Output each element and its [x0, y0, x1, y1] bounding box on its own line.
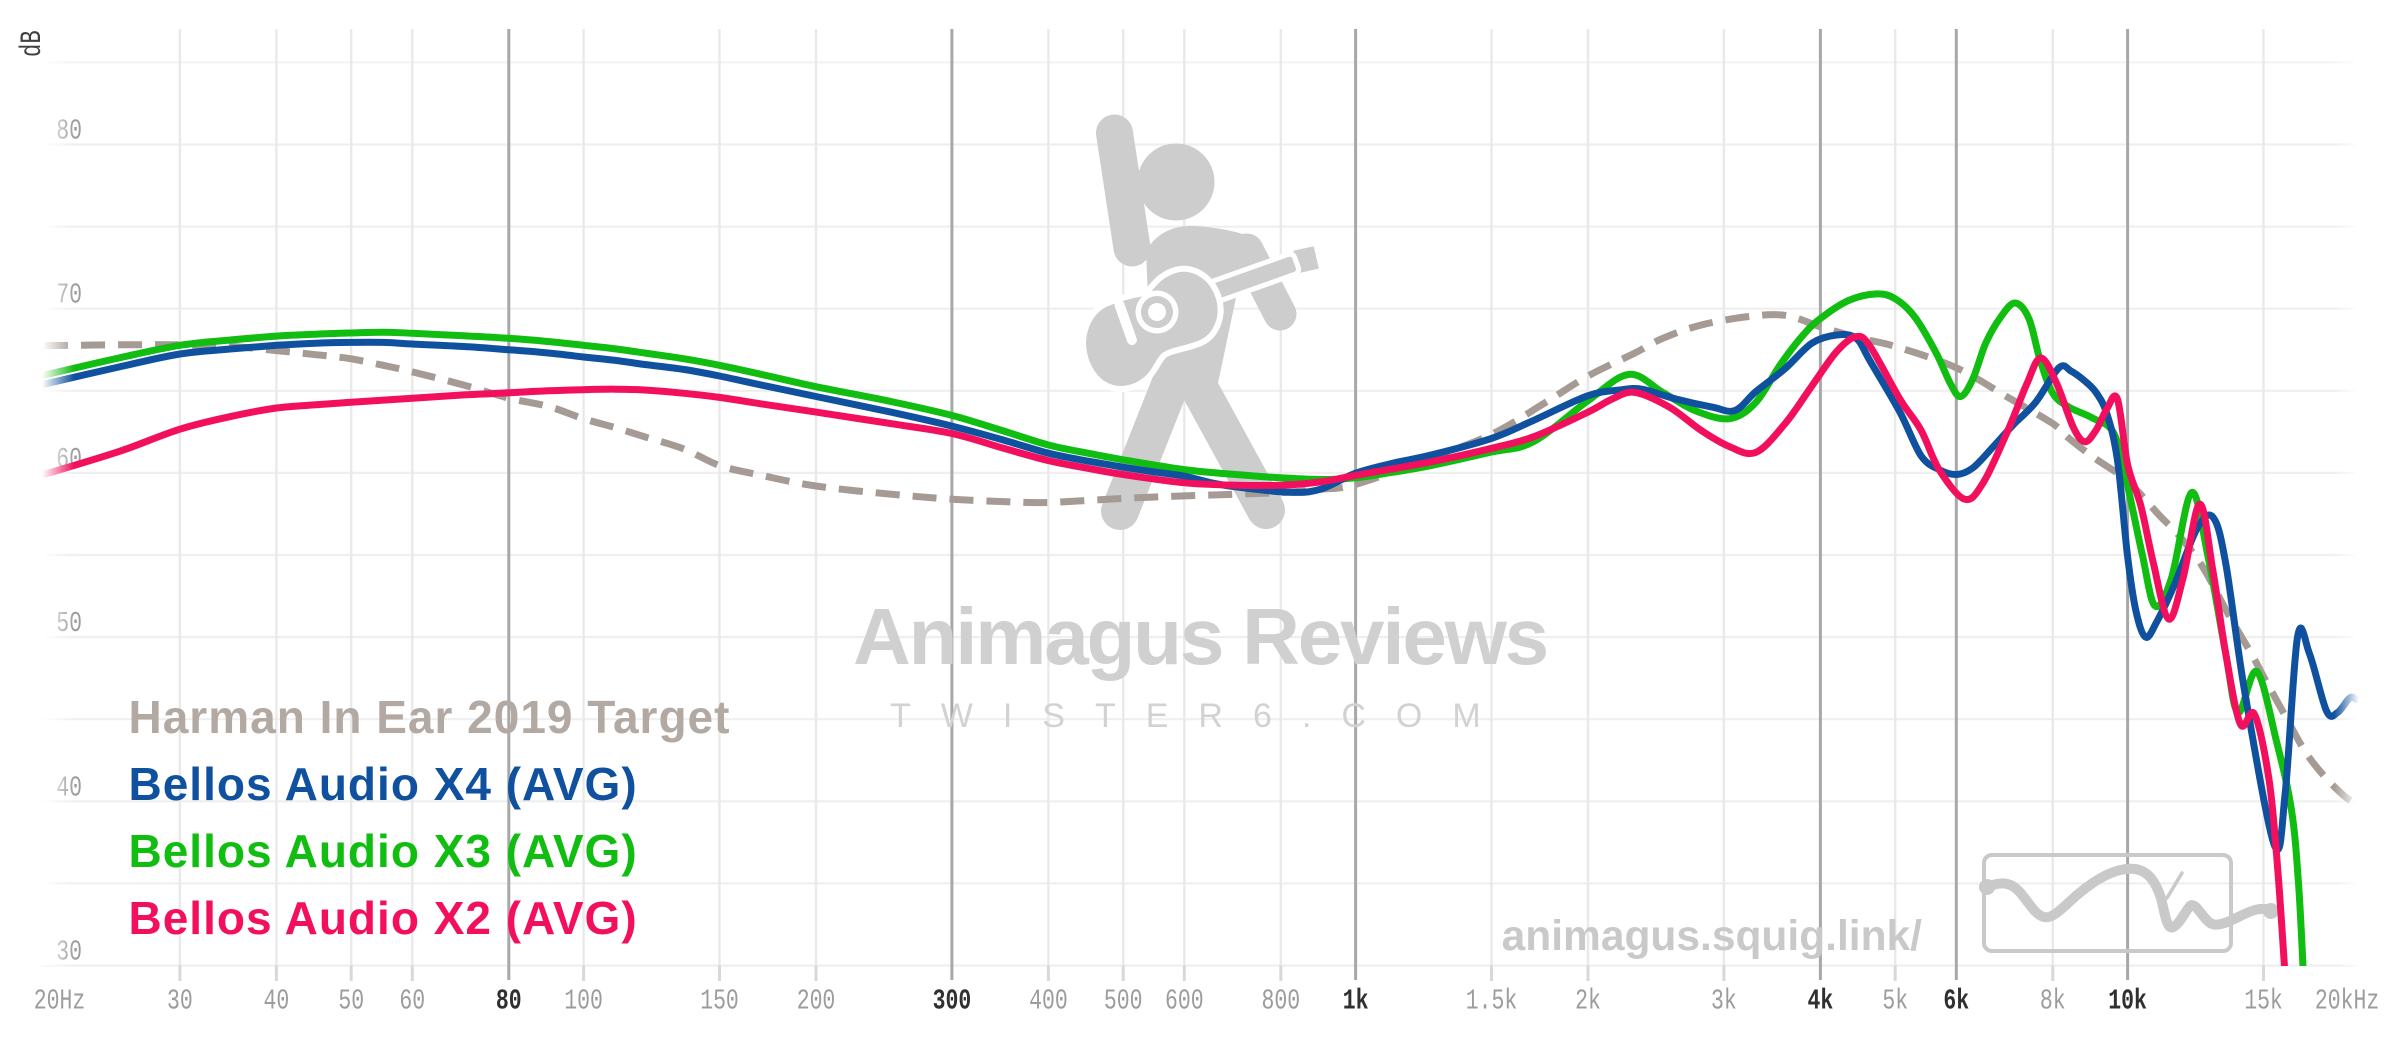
svg-text:300: 300 — [933, 985, 972, 1018]
svg-text:200: 200 — [797, 985, 836, 1018]
svg-text:2k: 2k — [1575, 985, 1601, 1018]
svg-text:50: 50 — [338, 985, 364, 1018]
svg-text:TWISTER6.COM: TWISTER6.COM — [890, 697, 1511, 735]
svg-text:3k: 3k — [1711, 985, 1737, 1018]
svg-text:10k: 10k — [2108, 985, 2147, 1018]
svg-text:Harman In Ear 2019 Target: Harman In Ear 2019 Target — [129, 691, 731, 743]
svg-text:1.5k: 1.5k — [1466, 985, 1517, 1018]
svg-text:600: 600 — [1165, 985, 1204, 1018]
svg-text:500: 500 — [1104, 985, 1143, 1018]
svg-text:150: 150 — [700, 985, 739, 1018]
svg-text:40: 40 — [264, 985, 290, 1018]
svg-text:15k: 15k — [2244, 985, 2283, 1018]
svg-text:30: 30 — [167, 985, 193, 1018]
svg-text:5k: 5k — [1882, 985, 1908, 1018]
svg-text:20kHz: 20kHz — [2315, 985, 2379, 1018]
svg-text:Bellos Audio X2 (AVG): Bellos Audio X2 (AVG) — [129, 892, 638, 944]
svg-text:Animagus Reviews: Animagus Reviews — [853, 592, 1547, 681]
svg-text:6k: 6k — [1943, 985, 1969, 1018]
svg-text:80: 80 — [496, 985, 522, 1018]
svg-text:400: 400 — [1029, 985, 1068, 1018]
svg-text:Bellos Audio X4 (AVG): Bellos Audio X4 (AVG) — [129, 758, 638, 810]
svg-text:4k: 4k — [1808, 985, 1834, 1018]
svg-text:800: 800 — [1261, 985, 1300, 1018]
svg-text:60: 60 — [399, 985, 425, 1018]
svg-text:8k: 8k — [2040, 985, 2066, 1018]
svg-text:20Hz: 20Hz — [34, 985, 85, 1018]
svg-text:100: 100 — [564, 985, 603, 1018]
svg-text:animagus.squig.link/: animagus.squig.link/ — [1502, 913, 1923, 960]
svg-text:1k: 1k — [1343, 985, 1369, 1018]
svg-text:Bellos Audio X3 (AVG): Bellos Audio X3 (AVG) — [129, 825, 638, 877]
